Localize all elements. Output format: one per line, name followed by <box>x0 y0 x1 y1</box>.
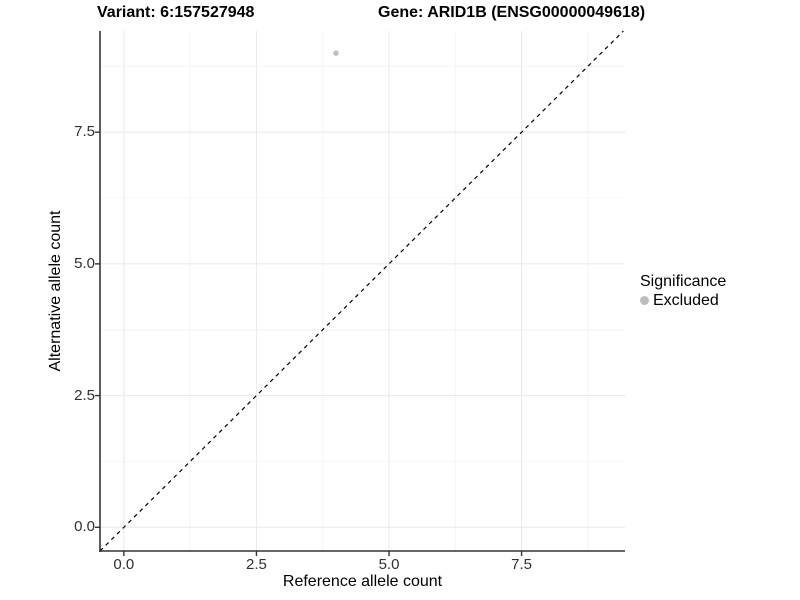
x-tick-label: 2.5 <box>246 556 267 573</box>
excluded-dot-icon <box>640 296 649 305</box>
y-tick-label: 7.5 <box>74 123 95 141</box>
identity-line <box>99 30 624 552</box>
y-tick-label: 5.0 <box>74 254 95 272</box>
y-tick-label: 2.5 <box>74 386 95 404</box>
plot-title-gene: Gene: ARID1B (ENSG00000049618) <box>378 4 646 21</box>
x-tick-label: 5.0 <box>378 556 400 573</box>
legend-item-label: Excluded <box>653 291 719 309</box>
legend: Significance Excluded <box>640 272 726 310</box>
y-tick-label: 0.0 <box>74 518 95 536</box>
data-point <box>333 50 339 56</box>
x-tick-label: 0.0 <box>113 556 135 573</box>
y-axis-title: Alternative allele count <box>47 210 64 372</box>
x-axis-title: Reference allele count <box>282 573 443 590</box>
x-tick-label: 7.5 <box>511 556 532 573</box>
plot-title-variant: Variant: 6:157527948 <box>97 4 255 21</box>
legend-item-excluded: Excluded <box>640 291 726 310</box>
legend-title: Significance <box>640 273 727 290</box>
